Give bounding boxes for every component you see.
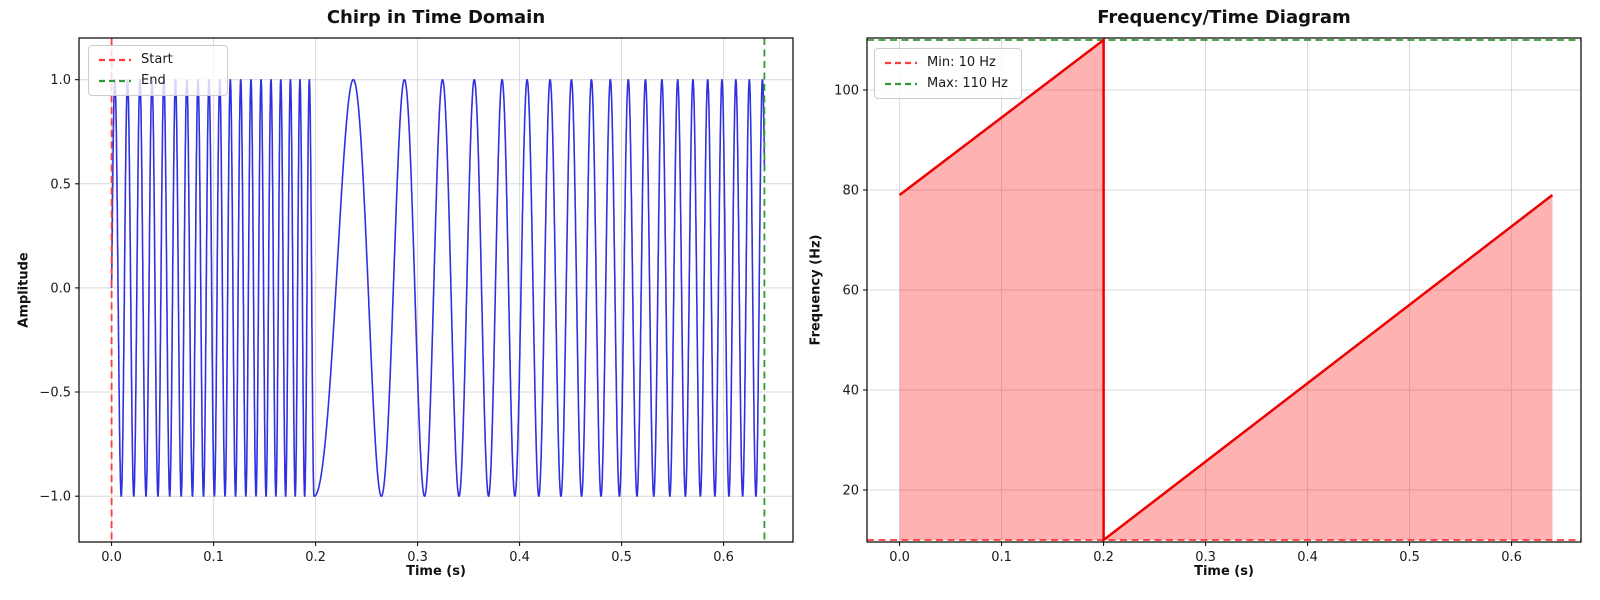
- x-tick-label: 0.2: [305, 550, 326, 565]
- legend-label: End: [141, 73, 166, 88]
- x-tick-label: 0.1: [991, 550, 1012, 565]
- y-tick-label: 40: [842, 384, 859, 399]
- x-tick-label: 0.3: [1195, 550, 1216, 565]
- frequency-fill-area: [899, 40, 1553, 540]
- legend-entry-min: Min: 10 Hz: [884, 55, 1012, 71]
- right-plot-legend: Min: 10 Hz Max: 110 Hz: [874, 48, 1022, 99]
- x-tick-label: 0.0: [889, 550, 910, 565]
- legend-label: Min: 10 Hz: [927, 55, 996, 70]
- right-plot-title: Frequency/Time Diagram: [1097, 7, 1351, 28]
- legend-label: Start: [141, 52, 173, 67]
- y-tick-label: 80: [842, 184, 859, 199]
- y-tick-label: −1.0: [39, 490, 71, 505]
- right-plot-xlabel: Time (s): [1194, 564, 1254, 579]
- right-plot-ylabel: Frequency (Hz): [808, 234, 824, 346]
- y-tick-label: 60: [842, 284, 859, 299]
- left-plot-xlabel: Time (s): [406, 564, 466, 579]
- y-tick-label: 0.0: [50, 281, 71, 296]
- frequency-line: [898, 37, 1554, 543]
- dashed-line-swatch: [99, 58, 131, 62]
- x-tick-label: 0.3: [407, 550, 428, 565]
- left-plot-ylabel: Amplitude: [16, 252, 32, 328]
- x-tick-label: 0.6: [1501, 550, 1522, 565]
- y-tick-label: 20: [842, 484, 859, 499]
- x-tick-label: 0.2: [1093, 550, 1114, 565]
- legend-label: Max: 110 Hz: [927, 76, 1008, 91]
- y-tick-label: 100: [834, 84, 859, 99]
- left-plot-title: Chirp in Time Domain: [326, 7, 546, 28]
- x-tick-label: 0.6: [713, 550, 734, 565]
- tick-labels: 0.0 0.1 0.2 0.3 0.4 0.5 0.6 20 40 60 80 100: [834, 84, 1522, 566]
- dashed-line-swatch: [885, 61, 917, 65]
- legend-entry-start: Start: [98, 52, 218, 68]
- x-tick-label: 0.1: [203, 550, 224, 565]
- x-tick-label: 0.5: [611, 550, 632, 565]
- y-tick-label: 0.5: [50, 177, 71, 192]
- dashed-line-swatch: [885, 82, 917, 86]
- dashed-line-swatch: [99, 79, 131, 83]
- x-tick-label: 0.4: [1297, 550, 1318, 565]
- legend-entry-end: End: [98, 73, 218, 89]
- x-tick-label: 0.4: [509, 550, 530, 565]
- x-tick-label: 0.0: [101, 550, 122, 565]
- axes-frame: [78, 37, 794, 543]
- chirp-waveform: [110, 78, 766, 497]
- y-tick-label: −0.5: [39, 386, 71, 401]
- left-plot-legend: Start End: [88, 45, 228, 96]
- y-tick-label: 1.0: [50, 73, 71, 88]
- plot-0: 0.0 0.1 0.2 0.3 0.4 0.5 0.6 −1.0 −0.5 0.0 0.5 1.0: [39, 37, 794, 565]
- tick-labels: 0.0 0.1 0.2 0.3 0.4 0.5 0.6 −1.0 −0.5 0.0 0.5 1.0: [39, 73, 734, 565]
- legend-entry-max: Max: 110 Hz: [884, 76, 1012, 92]
- plot-1: 0.0 0.1 0.2 0.3 0.4 0.5 0.6 20 40 60 80 100: [834, 37, 1582, 566]
- x-tick-label: 0.5: [1399, 550, 1420, 565]
